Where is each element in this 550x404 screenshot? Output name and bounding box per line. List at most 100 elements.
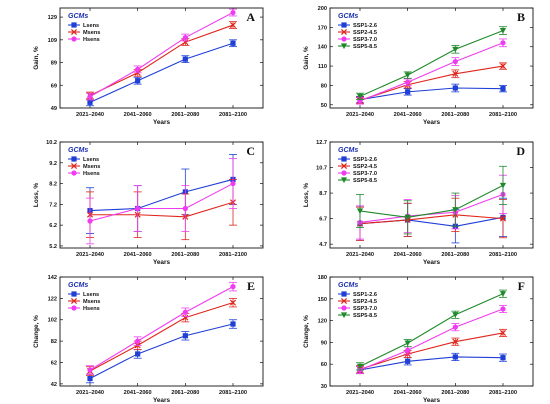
series-line (359, 214, 504, 225)
y-axis-label: Gain, % (303, 46, 310, 70)
series-line (359, 356, 504, 371)
legend-entry: Lsens (83, 292, 99, 298)
data-point (356, 363, 364, 370)
data-point (405, 89, 411, 95)
x-tick-label: 2041–2060 (124, 112, 152, 118)
data-point (452, 312, 459, 318)
data-point (230, 9, 236, 16)
x-tick-label: 2041–2060 (394, 390, 422, 396)
y-tick-label: 5.2 (49, 244, 57, 250)
data-point (87, 375, 93, 382)
legend-marker (340, 312, 348, 319)
y-tick-label: 30 (321, 384, 327, 390)
panel-e: 42 62 82 102 122 142 2021–2040 2041–2060 2061–20… (33, 275, 264, 404)
data-point (404, 340, 411, 347)
legend-marker (341, 170, 347, 176)
series-ssp2-4-5 (356, 197, 507, 241)
series-line (359, 193, 504, 224)
y-tick-label: 89 (51, 61, 57, 67)
series-ssp3-7-0 (356, 174, 507, 240)
series-line (89, 323, 234, 380)
x-tick-label: 2041–2060 (124, 390, 152, 396)
data-point (405, 358, 411, 364)
y-tick-label: 60 (321, 362, 327, 368)
legend-marker (340, 177, 348, 184)
legend-entry: SSP5-8.5 (353, 178, 377, 184)
legend-title: GCMs (338, 13, 358, 20)
y-tick-label: 10.7 (316, 166, 327, 172)
series-hsens (86, 158, 237, 245)
y-tick-label: 9.2 (49, 161, 57, 167)
series-lsens (86, 319, 237, 384)
data-point (230, 180, 236, 187)
legend-marker (340, 162, 348, 170)
series-ssp2-4-5 (356, 62, 507, 104)
legend-marker (341, 36, 347, 42)
y-tick-label: 80 (321, 83, 327, 89)
x-tick-label: 2081–2100 (219, 390, 247, 396)
series-hsens (86, 281, 237, 375)
y-tick-label: 42 (51, 382, 57, 388)
series-line (359, 308, 504, 371)
x-tick-label: 2021–2040 (76, 252, 104, 258)
data-point (499, 63, 507, 70)
legend-entry: SSP3-7.0 (353, 37, 377, 43)
legend-entry: SSP3-7.0 (353, 171, 377, 177)
x-tick-label: 2061–2080 (441, 390, 469, 396)
y-tick-label: 140 (318, 45, 327, 51)
series-line (359, 65, 504, 101)
y-tick-label: 10.2 (46, 140, 57, 146)
data-point (500, 355, 506, 361)
plot-frame (59, 141, 264, 249)
legend-title: GCMs (338, 147, 358, 154)
x-tick-label: 2061–2080 (171, 112, 199, 118)
panel-d: 4.7 6.7 8.7 10.7 12.7 2021–2040 2041–2060 2061–… (303, 140, 534, 266)
legend-entry: SSP2-4.5 (353, 299, 377, 305)
data-point (87, 367, 93, 373)
y-tick-label: 62 (51, 360, 57, 366)
y-tick-label: 6.7 (319, 217, 327, 223)
legend-entry: SSP1-2.6 (353, 23, 377, 29)
data-point (135, 205, 141, 212)
series-line (359, 332, 504, 370)
data-point (500, 86, 506, 92)
legend-marker (341, 305, 347, 311)
x-tick-label: 2041–2060 (124, 252, 152, 258)
data-point (452, 324, 458, 330)
x-tick-label: 2061–2080 (171, 390, 199, 396)
x-tick-label: 2021–2040 (76, 390, 104, 396)
legend-title: GCMs (68, 13, 88, 20)
x-axis-label: Years (153, 397, 171, 404)
y-tick-label: 82 (51, 339, 57, 345)
panel-c: 5.2 6.2 7.2 8.2 9.2 10.2 2021–2040 2041–2060 206… (33, 140, 264, 266)
legend-entry: Msens (83, 30, 100, 36)
y-tick-label: 150 (318, 297, 327, 303)
legend-entry: Lsens (83, 157, 99, 163)
y-tick-label: 180 (318, 275, 327, 281)
data-point (135, 338, 141, 344)
legend-marker (70, 297, 78, 305)
panel-label: E (247, 279, 255, 293)
data-point (500, 306, 506, 312)
series-line (89, 12, 234, 98)
x-tick-label: 2021–2040 (346, 390, 374, 396)
data-point (87, 99, 93, 105)
legend-entry: SSP1-2.6 (353, 157, 377, 163)
data-point (135, 66, 141, 72)
y-axis-label: Change, % (33, 315, 40, 348)
legend-marker (71, 22, 77, 28)
y-tick-label: 90 (321, 340, 327, 346)
series-msens (86, 21, 237, 100)
x-axis-label: Years (423, 119, 441, 126)
legend-entry: SSP3-7.0 (353, 306, 377, 312)
legend-marker (340, 297, 348, 305)
x-tick-label: 2081–2100 (489, 112, 517, 118)
y-tick-label: 49 (51, 106, 57, 112)
data-point (452, 338, 459, 345)
series-hsens (86, 8, 237, 101)
y-tick-label: 109 (48, 38, 57, 44)
y-tick-label: 50 (321, 103, 327, 109)
series-lsens (86, 154, 237, 234)
